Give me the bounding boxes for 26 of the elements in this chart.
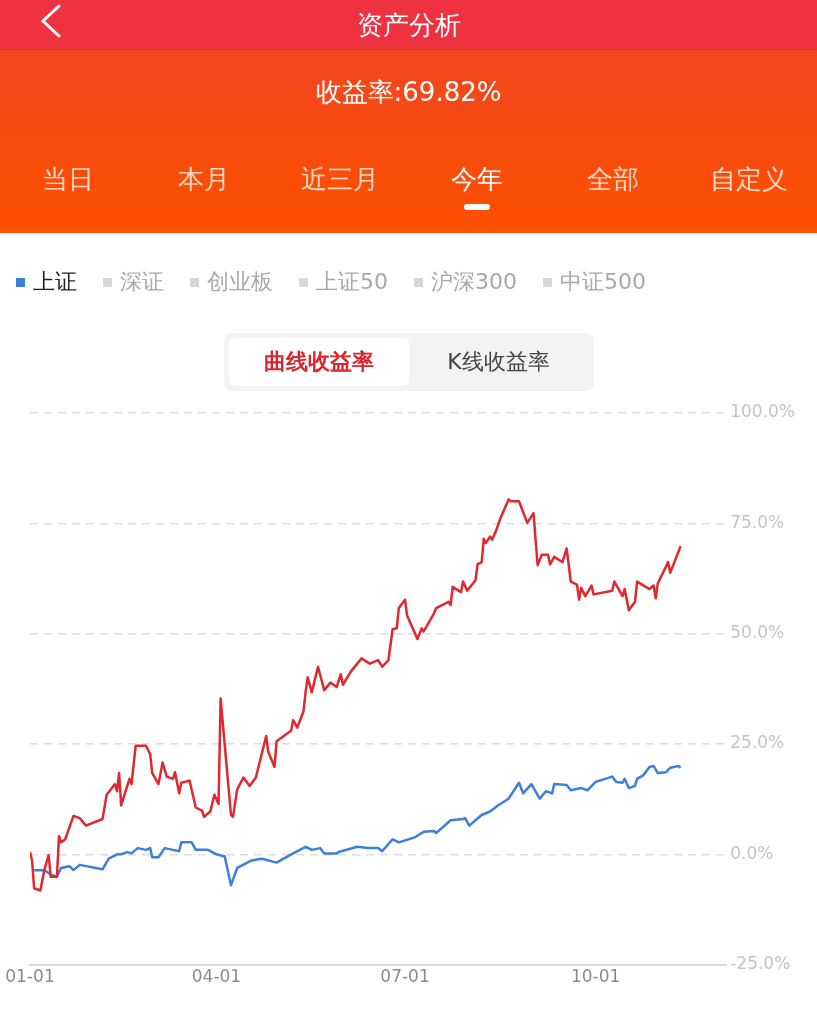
x-tick-label: 10-01 xyxy=(570,966,621,987)
text: 创业板 xyxy=(207,268,273,296)
legend-label: 上证 xyxy=(33,268,77,296)
text: 中证500 xyxy=(560,268,646,296)
x-tick-label: 07-01 xyxy=(380,966,430,987)
y-tick-label: 100.0% xyxy=(730,401,796,422)
text: 今年 xyxy=(450,164,503,194)
y-tick-label: -25.0% xyxy=(730,953,791,974)
text: 上证50 xyxy=(316,268,388,296)
text: 自定义 xyxy=(709,164,788,194)
text: 近三月 xyxy=(301,164,380,194)
y-tick-label: 75.0% xyxy=(730,511,785,532)
text: 全部 xyxy=(586,164,639,194)
x-tick-label: 04-01 xyxy=(191,966,242,987)
text: 本月 xyxy=(178,164,231,194)
chart-subtitle: 收益率:69.82% xyxy=(314,76,503,109)
chart-title: 资产分析 xyxy=(0,0,817,50)
text: 曲线收益率 xyxy=(228,338,409,386)
y-tick-label: 50.0% xyxy=(730,622,785,643)
text: K线收益率 xyxy=(446,348,551,376)
text: 深证 xyxy=(120,268,164,296)
text: 沪深300 xyxy=(431,268,517,296)
x-tick-label: 01-01 xyxy=(5,966,55,987)
text: 当日 xyxy=(42,164,94,194)
y-tick-label: 25.0% xyxy=(730,732,785,753)
y-tick-label: 0.0% xyxy=(730,842,774,863)
